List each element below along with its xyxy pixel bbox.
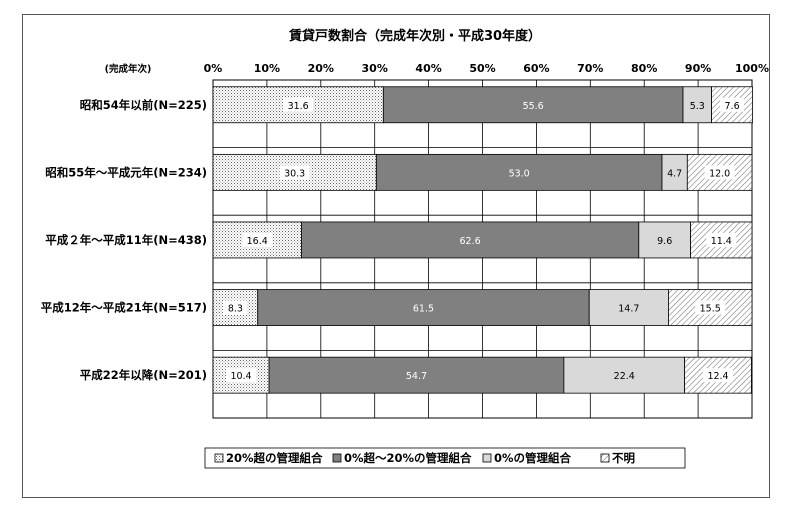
x-tick-label: 10% xyxy=(254,62,280,75)
category-labels: 昭和54年以前(N=225) 昭和55年～平成元年(N=234) 平成２年～平成11… xyxy=(41,98,207,382)
category-axis-label: (完成年次) xyxy=(105,63,152,75)
bar-segment xyxy=(563,356,686,394)
data-label: 9.6 xyxy=(657,236,672,247)
data-label: 30.3 xyxy=(284,168,305,179)
legend-swatch xyxy=(482,453,492,463)
data-label: 61.5 xyxy=(413,304,434,315)
data-label: 53.0 xyxy=(509,168,530,179)
legend-swatch xyxy=(600,453,610,463)
x-tick-labels: 0% 10% 20% 30% 40% 50% 60% 70% 80% 90% 100% xyxy=(204,62,769,75)
data-label: 10.4 xyxy=(230,371,251,382)
data-label-background xyxy=(706,232,737,247)
data-label: 12.0 xyxy=(709,168,730,179)
legend-box xyxy=(204,447,686,469)
bar-segment xyxy=(375,153,663,191)
legend-entry: 20%超の管理組合 xyxy=(226,451,323,465)
data-label: 55.6 xyxy=(523,101,544,112)
legend-entry: 0%超～20%の管理組合 xyxy=(344,451,472,465)
x-tick-label: 0% xyxy=(204,62,223,75)
bar-segment xyxy=(638,221,691,259)
category-label: 平成２年～平成11年(N=438) xyxy=(45,233,207,247)
data-label-background xyxy=(283,97,314,112)
legend-swatch xyxy=(214,453,224,463)
x-tick-label: 90% xyxy=(685,62,711,75)
legend-entry: 不明 xyxy=(612,451,635,465)
bar-segment xyxy=(268,356,565,394)
category-label: 昭和54年以前(N=225) xyxy=(80,98,207,112)
bar-segment xyxy=(682,86,712,124)
data-label-background xyxy=(242,232,273,247)
data-label: 54.7 xyxy=(406,371,427,382)
bar-segment xyxy=(382,86,684,124)
data-label-background xyxy=(720,97,745,112)
x-tick-label: 60% xyxy=(523,62,549,75)
data-label-background xyxy=(695,300,726,315)
data-label: 11.4 xyxy=(711,236,732,247)
chart-title: 賃貸戸数割合（完成年次別・平成30年度） xyxy=(288,28,541,44)
data-label: 31.6 xyxy=(288,101,309,112)
x-tick-label: 100% xyxy=(735,62,769,75)
category-label: 平成22年以降(N=201) xyxy=(80,368,207,382)
category-label: 平成12年～平成21年(N=517) xyxy=(41,301,207,315)
x-tick-label: 40% xyxy=(415,62,441,75)
x-tick-label: 50% xyxy=(469,62,495,75)
legend: 20%超の管理組合 0%超～20%の管理組合 0%の管理組合 不明 xyxy=(204,447,686,469)
x-tick-label: 20% xyxy=(308,62,334,75)
bar-segment xyxy=(212,221,302,259)
bars: 31.6 55.6 5.3 7.6 30.3 53.0 4.7 12.0 16.4 62.6 9.6… xyxy=(212,86,753,394)
legend-swatch xyxy=(332,453,342,463)
data-label: 62.6 xyxy=(460,236,481,247)
x-tick-label: 30% xyxy=(362,62,388,75)
data-label: 14.7 xyxy=(618,304,639,315)
data-label-background xyxy=(703,368,734,383)
data-label-background xyxy=(223,300,248,315)
data-label: 16.4 xyxy=(247,236,268,247)
bar-segment xyxy=(661,153,688,191)
data-label: 12.4 xyxy=(707,371,728,382)
data-label: 4.7 xyxy=(667,168,682,179)
data-label: 7.6 xyxy=(725,101,740,112)
data-label-background xyxy=(279,165,310,180)
data-label: 5.3 xyxy=(690,101,705,112)
data-label: 22.4 xyxy=(614,371,635,382)
legend-entry: 0%の管理組合 xyxy=(494,451,572,465)
bar-segment xyxy=(300,221,640,259)
x-tick-label: 80% xyxy=(631,62,657,75)
data-label: 15.5 xyxy=(700,304,721,315)
data-label: 8.3 xyxy=(228,304,243,315)
data-label-background xyxy=(226,368,257,383)
bar-segment xyxy=(588,289,669,326)
data-label-background xyxy=(704,165,735,180)
category-label: 昭和55年～平成元年(N=234) xyxy=(45,165,207,179)
x-tick-label: 70% xyxy=(577,62,603,75)
